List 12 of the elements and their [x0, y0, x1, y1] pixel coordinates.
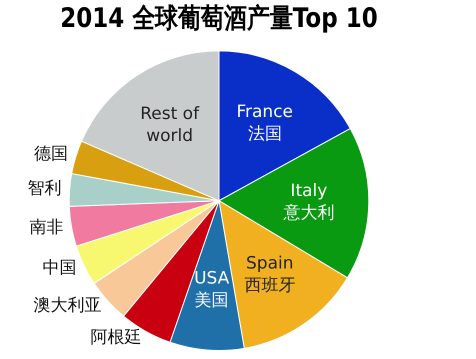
slice-label: 中国 [42, 258, 77, 278]
slice-label: USA 美国 [194, 268, 230, 311]
chart-title: 2014 全球葡萄酒产量Top 10 [60, 2, 378, 34]
slice-label: France 法国 [236, 102, 294, 144]
slice-label: 澳大利亚 [34, 296, 102, 316]
slice-label: 智利 [28, 178, 62, 199]
slice-label: 阿根廷 [90, 328, 142, 348]
slice-label: Rest of world [140, 104, 200, 146]
slice-label: 德国 [34, 144, 68, 164]
slice-label: 南非 [30, 217, 64, 238]
slice-label: Spain 西班牙 [244, 253, 296, 296]
slice-label: Italy 意大利 [282, 180, 334, 223]
